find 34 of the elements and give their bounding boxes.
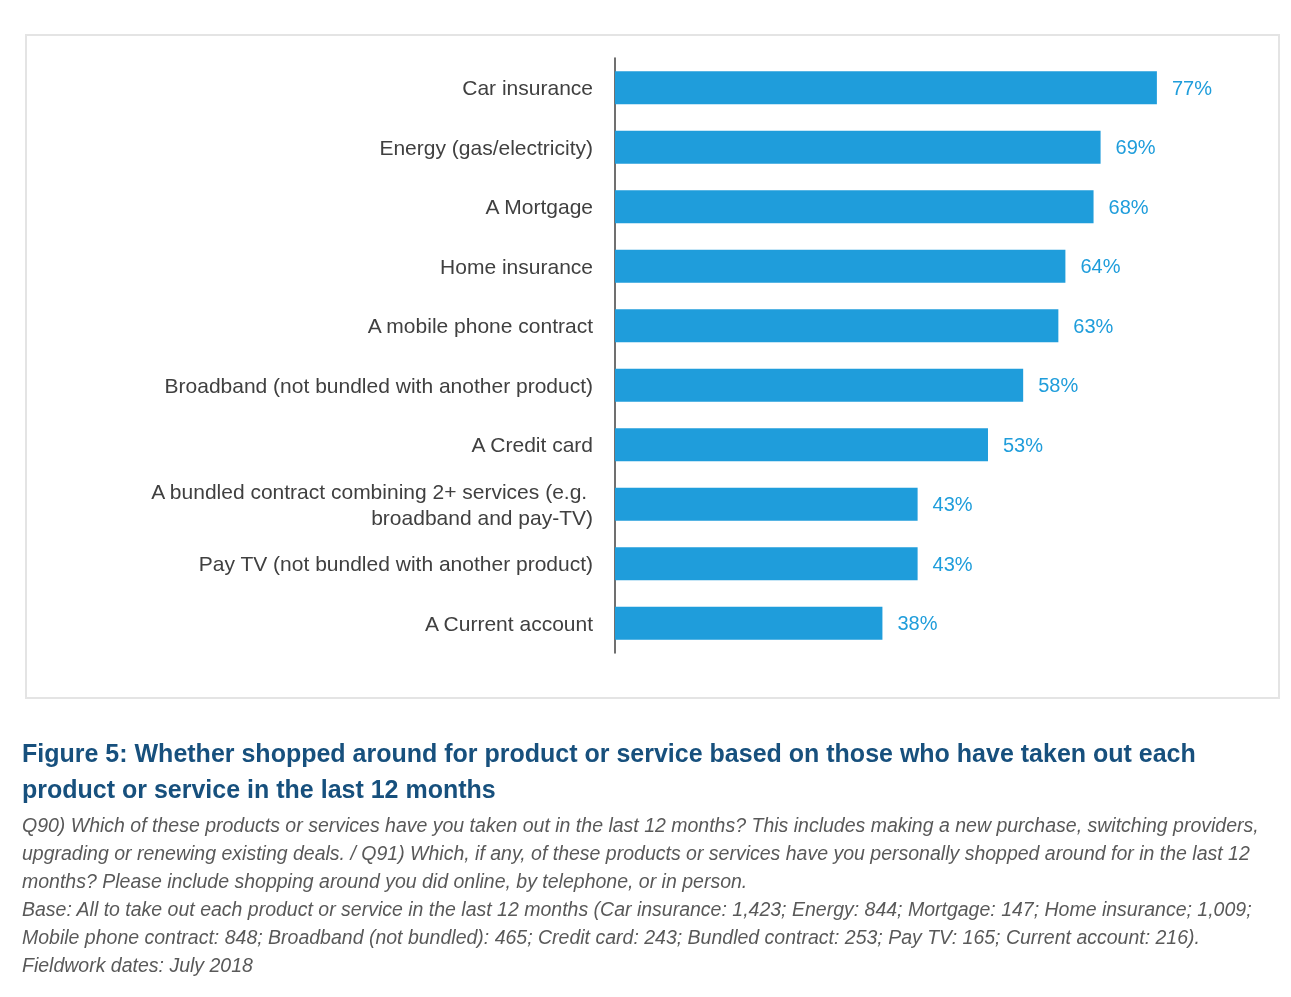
y-tick-label: A Mortgage bbox=[485, 195, 593, 219]
bar bbox=[615, 606, 883, 640]
y-tick-label: A mobile phone contract bbox=[367, 314, 594, 338]
data-label: 43% bbox=[932, 552, 973, 575]
bar bbox=[615, 249, 1066, 283]
y-tick-label: Car insurance bbox=[462, 76, 593, 100]
bar bbox=[615, 547, 918, 581]
data-label: 43% bbox=[932, 493, 973, 516]
data-label: 63% bbox=[1073, 314, 1114, 337]
text: Base: All to take out each product or service in the last 12 months (Car insurance: 1,423; Energy: 844; Mortgage: 147; Home insurance; 1,009; Mobile phone contract: 848; Broadband (not bundled): 465; Credit card: 243; Bundled contract: 253; Pay TV: 165; Current account: 216). bbox=[22, 897, 1253, 950]
y-tick-label: A Credit card bbox=[471, 433, 593, 457]
bar bbox=[615, 368, 1024, 402]
data-label: 64% bbox=[1080, 255, 1121, 278]
data-label: 69% bbox=[1115, 136, 1156, 159]
bar bbox=[615, 130, 1101, 164]
y-tick-label: Energy (gas/electricity) bbox=[379, 135, 593, 159]
data-label: 53% bbox=[1002, 433, 1044, 456]
bar bbox=[615, 190, 1094, 224]
data-label: 77% bbox=[1171, 76, 1213, 99]
text: Q90) Which of these products or services have you taken out in the last 12 months? This includes making a new purchase, switching providers, upgrading or renewing existing deals. / Q91) Which, if any, of these products or services have you personally shopped around for in the last 12 months? Please include shopping around you did online, by telephone, or in person. bbox=[22, 813, 1260, 894]
text: Figure 5: Whether shopped around for product or service based on those who have taken out each product or service in the last 12 months bbox=[22, 738, 1197, 805]
bar bbox=[615, 309, 1059, 343]
data-label: 58% bbox=[1038, 374, 1079, 397]
data-label: 68% bbox=[1108, 195, 1149, 218]
bar bbox=[615, 428, 988, 462]
text: Fieldwork dates: July 2018 bbox=[22, 953, 254, 978]
y-tick-label: Pay TV (not bundled with another product) bbox=[198, 552, 593, 576]
bar bbox=[615, 487, 918, 521]
bar bbox=[615, 71, 1157, 105]
y-tick-label: Home insurance bbox=[440, 254, 593, 278]
y-tick-label: A bundled contract combining 2+ services (e.g. broadband and pay-TV) bbox=[151, 479, 593, 529]
y-tick-label: A Current account bbox=[424, 611, 594, 635]
y-tick-label: Broadband (not bundled with another product) bbox=[164, 373, 593, 397]
data-label: 38% bbox=[897, 612, 938, 635]
